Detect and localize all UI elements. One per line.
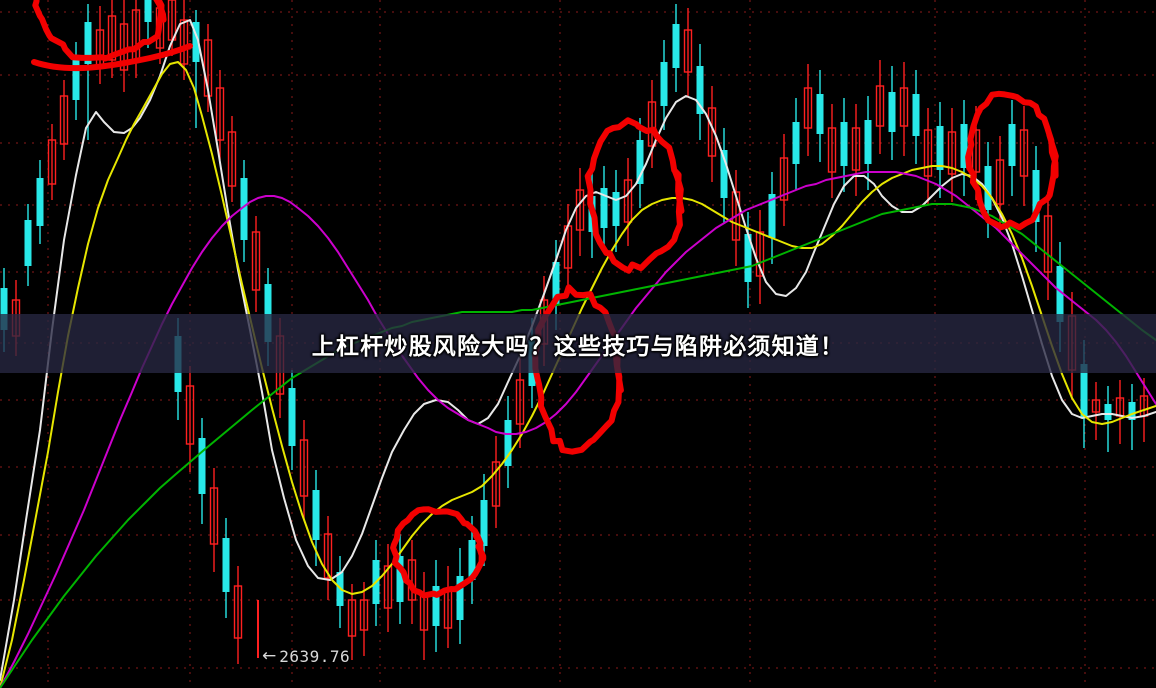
candlestick xyxy=(383,544,393,632)
candlestick xyxy=(47,124,57,200)
annotation-circle xyxy=(390,506,487,599)
candlestick xyxy=(731,170,741,266)
candlestick xyxy=(768,172,776,264)
candlestick xyxy=(1091,382,1101,440)
candlestick xyxy=(851,104,861,196)
annotation-circle xyxy=(584,117,685,274)
candlestick xyxy=(636,118,644,208)
ma-line xyxy=(0,203,1156,688)
candlestick xyxy=(198,418,206,524)
candlestick xyxy=(359,582,369,656)
candlestick xyxy=(209,468,219,572)
candlestick xyxy=(24,204,32,286)
candlestick xyxy=(936,102,944,198)
candlestick xyxy=(912,70,920,164)
candlestick xyxy=(899,62,909,156)
candlestick xyxy=(185,366,195,472)
candlestick xyxy=(323,516,333,600)
annotation-circle xyxy=(532,284,624,455)
candlestick xyxy=(683,8,693,96)
candlestick xyxy=(792,98,800,190)
annotation-circle xyxy=(965,90,1059,231)
candlestick xyxy=(803,64,813,156)
candlestick xyxy=(233,566,243,664)
candlestick xyxy=(288,370,296,470)
candlestick xyxy=(299,420,309,520)
hand-drawn-annotations xyxy=(31,0,1059,599)
candlestick xyxy=(222,518,230,618)
candlestick xyxy=(432,560,440,652)
candlestick xyxy=(84,4,92,140)
candlestick xyxy=(396,534,404,624)
candlestick xyxy=(696,44,704,140)
candlestick xyxy=(960,100,968,196)
candlestick xyxy=(240,160,248,262)
candlestick xyxy=(947,108,957,202)
candlestick xyxy=(707,86,717,182)
candlestick xyxy=(215,70,225,160)
candlestick xyxy=(623,158,633,246)
candlestick xyxy=(491,436,501,528)
candlestick xyxy=(456,548,464,644)
candlestick xyxy=(888,66,896,160)
candlestick xyxy=(59,80,69,160)
candlestick xyxy=(864,96,872,190)
candlestick xyxy=(1008,100,1016,196)
candlestick xyxy=(755,210,765,304)
candlestick xyxy=(600,166,608,252)
article-title-band: 上杠杆炒股风险大吗？这些技巧与陷阱必须知道！ xyxy=(0,314,1156,373)
candlestick xyxy=(1019,106,1029,206)
candlestick xyxy=(612,170,620,252)
candlestick xyxy=(251,216,261,312)
candlestick xyxy=(875,60,885,154)
candlestick xyxy=(720,128,728,224)
candlestick xyxy=(36,160,44,244)
page-title: 上杠杆炒股风险大吗？这些技巧与陷阱必须知道！ xyxy=(311,333,845,360)
candlestick xyxy=(575,168,585,256)
candlestick xyxy=(1032,146,1040,252)
ma-line xyxy=(0,171,1156,688)
candlestick xyxy=(779,134,789,226)
candlestick xyxy=(1043,192,1053,300)
candlestick xyxy=(647,80,657,168)
candlestick xyxy=(480,474,488,566)
candlestick xyxy=(816,70,824,162)
candlestick xyxy=(192,10,200,128)
moving-average-lines xyxy=(0,19,1156,688)
candlestick xyxy=(504,396,512,488)
candlestick xyxy=(1104,386,1112,452)
annotation-underline xyxy=(31,43,193,72)
candlestick xyxy=(827,104,837,198)
candlestick xyxy=(660,40,668,130)
candlestick xyxy=(923,108,933,204)
candlestick xyxy=(347,584,357,660)
annotation-circle xyxy=(32,0,167,62)
candlestick xyxy=(227,116,237,202)
candlestick xyxy=(672,4,680,92)
